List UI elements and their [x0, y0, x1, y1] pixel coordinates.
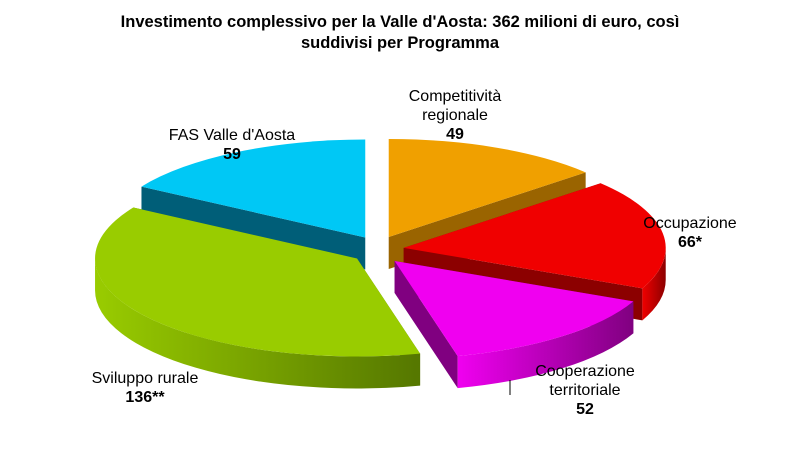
chart-title: Investimento complessivo per la Valle d'…: [0, 12, 800, 54]
slice-4: [141, 139, 366, 238]
slice-value-3: 136**: [125, 389, 165, 406]
slice-value-1: 66*: [678, 234, 703, 251]
slice-label-1: Occupazione: [643, 215, 736, 232]
slice-0: [388, 138, 586, 237]
slice-2: [394, 260, 634, 357]
slice-side-1: [642, 247, 666, 321]
slice-label-4: FAS Valle d'Aosta: [169, 127, 295, 144]
slice-1: [403, 183, 666, 289]
slice-value-2: 52: [576, 401, 594, 418]
chart-title-line-2: suddivisi per Programma: [300, 34, 500, 52]
slice-label-2: Cooperazione territoriale: [535, 363, 635, 399]
slice-wall-2-1: [394, 260, 458, 389]
slice-side-2: [457, 301, 634, 389]
slice-label-0: Competitività regionale: [409, 88, 502, 124]
slice-side-3: [95, 258, 421, 389]
slice-value-4: 59: [223, 146, 241, 163]
slice-3: [95, 207, 421, 357]
slice-value-0: 49: [446, 126, 464, 143]
slice-label-3: Sviluppo rurale: [92, 370, 199, 387]
chart-title-line-1: Investimento complessivo per la Valle d'…: [120, 13, 680, 31]
